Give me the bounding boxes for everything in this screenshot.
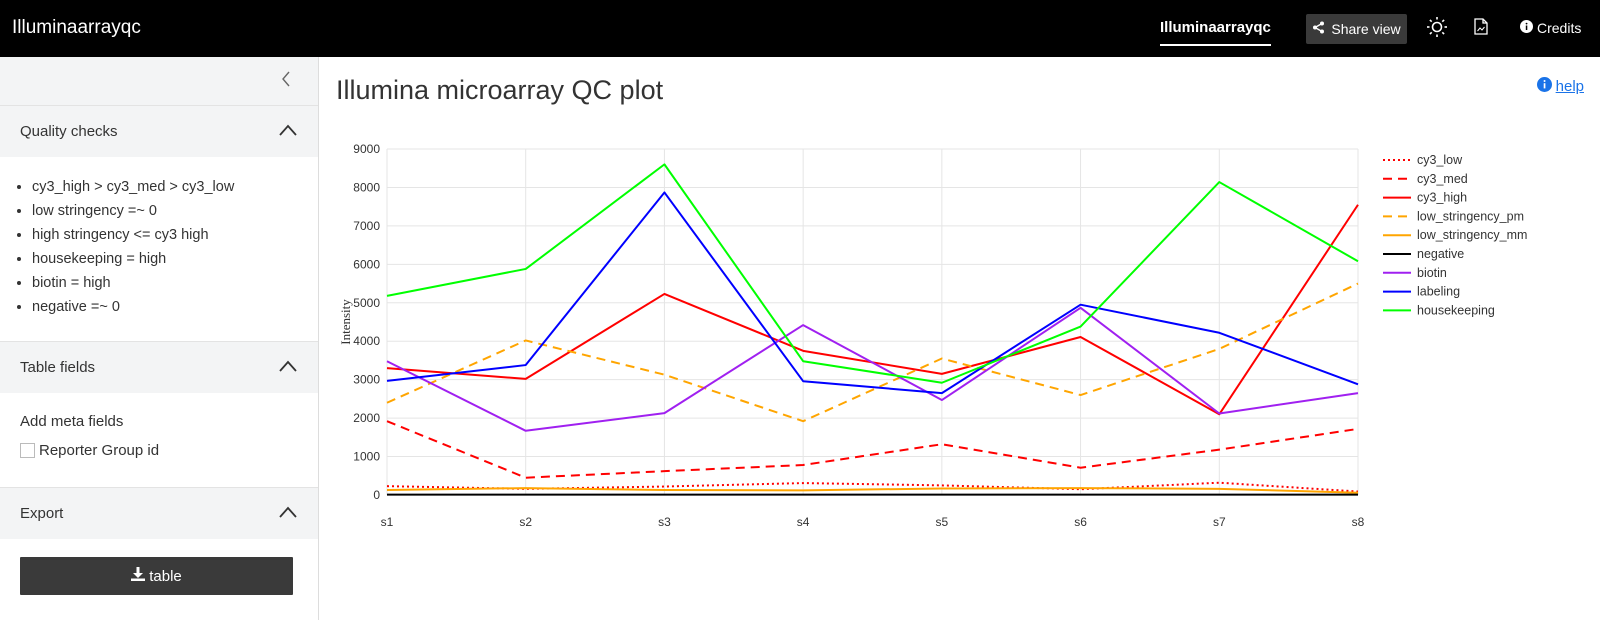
nav-tab-illuminaarrayqc[interactable]: Illuminaarrayqc bbox=[1160, 19, 1271, 46]
x-tick-label: s2 bbox=[519, 515, 532, 529]
help-link[interactable]: help bbox=[1536, 77, 1584, 96]
help-label: help bbox=[1555, 78, 1584, 95]
sidebar: Quality checks cy3_high > cy3_med > cy3_… bbox=[0, 57, 319, 620]
legend-label: negative bbox=[1417, 247, 1464, 261]
export-table-label: table bbox=[149, 567, 182, 585]
file-icon bbox=[1474, 18, 1488, 40]
y-tick-label: 9000 bbox=[353, 142, 380, 156]
y-tick-label: 5000 bbox=[353, 296, 380, 310]
export-title: Export bbox=[20, 505, 64, 522]
list-item: cy3_high > cy3_med > cy3_low bbox=[32, 175, 318, 199]
credits-link[interactable]: Credits bbox=[1520, 20, 1581, 36]
list-item: biotin = high bbox=[32, 271, 318, 295]
legend-label: low_stringency_mm bbox=[1417, 228, 1527, 242]
table-fields-header[interactable]: Table fields bbox=[0, 341, 318, 393]
list-item: high stringency <= cy3 high bbox=[32, 223, 318, 247]
chevron-up-icon bbox=[278, 505, 298, 521]
info-icon bbox=[1536, 77, 1552, 96]
reporter-group-id-label: Reporter Group id bbox=[39, 442, 160, 459]
qc-line-chart: 0 1000 2000 3000 4000 5000 6000 7000 8000 9000 s1 s… bbox=[338, 142, 1527, 529]
list-item: low stringency =~ 0 bbox=[32, 199, 318, 223]
quality-checks-list: cy3_high > cy3_med > cy3_low low stringe… bbox=[0, 157, 318, 341]
series-line-low-stringency-mm bbox=[386, 487, 1359, 494]
main-content: Illumina microarray QC plot help 0 1000 20… bbox=[320, 57, 1600, 620]
y-tick-label: 6000 bbox=[353, 257, 380, 271]
series-line-housekeeping bbox=[386, 163, 1359, 384]
legend-label: cy3_high bbox=[1417, 191, 1467, 205]
x-tick-label: s5 bbox=[936, 515, 949, 529]
y-axis-label: Intensity bbox=[338, 299, 353, 345]
list-item: housekeeping = high bbox=[32, 247, 318, 271]
chevron-up-icon bbox=[278, 359, 298, 375]
theme-toggle-button[interactable] bbox=[1424, 16, 1450, 42]
legend-label: labeling bbox=[1417, 285, 1460, 299]
info-icon bbox=[1520, 20, 1533, 36]
download-icon bbox=[131, 567, 146, 585]
reporter-group-id-checkbox[interactable] bbox=[20, 443, 35, 458]
app-title[interactable]: Illuminaarrayqc bbox=[12, 17, 141, 38]
export-header[interactable]: Export bbox=[0, 487, 318, 539]
reporter-group-id-option[interactable]: Reporter Group id bbox=[20, 442, 298, 459]
sun-icon bbox=[1426, 16, 1448, 43]
share-icon bbox=[1312, 21, 1325, 37]
sidebar-toolbar bbox=[0, 57, 318, 105]
chevron-left-icon bbox=[281, 71, 291, 92]
export-table-button[interactable]: table bbox=[20, 557, 293, 595]
chevron-up-icon bbox=[278, 123, 298, 139]
quality-checks-header[interactable]: Quality checks bbox=[0, 105, 318, 157]
legend-label: cy3_med bbox=[1417, 172, 1468, 186]
series-line-low-stringency-pm bbox=[386, 282, 1359, 423]
legend-label: low_stringency_pm bbox=[1417, 209, 1524, 223]
legend-label: biotin bbox=[1417, 266, 1447, 280]
y-tick-label: 8000 bbox=[353, 180, 380, 194]
top-bar: Illuminaarrayqc Illuminaarrayqc Share vi… bbox=[0, 0, 1600, 57]
series-line-cy3-med bbox=[386, 420, 1359, 479]
y-tick-label: 7000 bbox=[353, 219, 380, 233]
collapse-sidebar-button[interactable] bbox=[276, 71, 296, 91]
x-tick-label: s4 bbox=[797, 515, 810, 529]
x-tick-label: s8 bbox=[1352, 515, 1365, 529]
x-tick-label: s7 bbox=[1213, 515, 1226, 529]
x-tick-label: s3 bbox=[658, 515, 671, 529]
y-tick-label: 3000 bbox=[353, 373, 380, 387]
series-line-biotin bbox=[386, 306, 1359, 432]
legend-label: housekeeping bbox=[1417, 303, 1495, 317]
series-line-cy3-high bbox=[386, 204, 1359, 416]
y-tick-label: 2000 bbox=[353, 411, 380, 425]
credits-label: Credits bbox=[1537, 20, 1582, 36]
legend-label: cy3_low bbox=[1417, 153, 1463, 167]
y-tick-label: 4000 bbox=[353, 334, 380, 348]
y-tick-label: 0 bbox=[373, 488, 380, 502]
share-view-label: Share view bbox=[1331, 21, 1401, 37]
report-button[interactable] bbox=[1468, 16, 1494, 42]
x-tick-label: s6 bbox=[1074, 515, 1087, 529]
add-meta-fields-label: Add meta fields bbox=[20, 413, 124, 430]
list-item: negative =~ 0 bbox=[32, 295, 318, 319]
table-fields-title: Table fields bbox=[20, 359, 96, 376]
share-view-button[interactable]: Share view bbox=[1306, 14, 1407, 44]
x-tick-label: s1 bbox=[381, 515, 394, 529]
series-line-labeling bbox=[386, 191, 1359, 395]
page-title: Illumina microarray QC plot bbox=[336, 75, 664, 105]
quality-checks-title: Quality checks bbox=[20, 123, 118, 140]
y-tick-label: 1000 bbox=[353, 450, 380, 464]
